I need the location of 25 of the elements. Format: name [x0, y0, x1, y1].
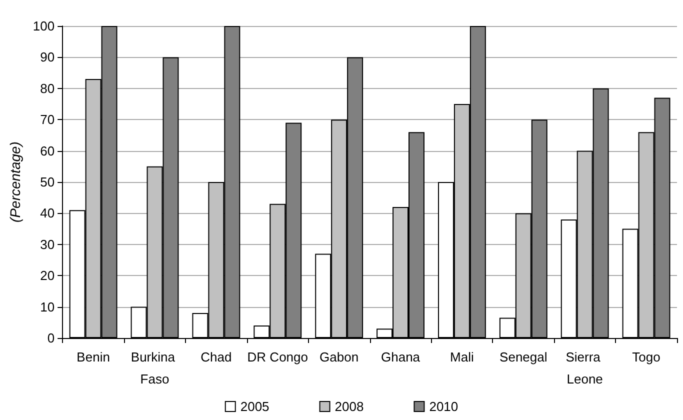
y-tick-label: 80 — [40, 80, 55, 96]
x-tick-label: Gabon — [320, 350, 359, 364]
y-tick-label: 70 — [40, 112, 55, 128]
x-tick-label: Chad — [200, 350, 232, 364]
y-tick-label: 100 — [32, 18, 55, 34]
x-tick-label: Benin — [76, 350, 110, 364]
y-axis-title: (Percentage) — [7, 142, 23, 222]
y-tick-label: 10 — [40, 299, 55, 314]
x-tick-label: Ghana — [380, 350, 421, 364]
y-tick-label: 20 — [40, 268, 55, 284]
y-tick-label: 40 — [40, 206, 55, 221]
y-tick-label: 30 — [40, 236, 55, 252]
legend-label: 2005 — [240, 399, 270, 414]
x-tick-label: Mali — [450, 350, 474, 364]
legend-label: 2008 — [334, 399, 364, 414]
x-tick-label: DR Congo — [247, 350, 308, 364]
y-tick-label: 90 — [40, 50, 55, 65]
y-tick-label: 0 — [47, 330, 55, 346]
legend-label: 2010 — [429, 399, 458, 414]
y-tick-label: 60 — [40, 143, 55, 158]
x-tick-label: Senegal — [500, 350, 548, 364]
x-tick-label: Togo — [632, 350, 660, 364]
x-tick-label: Sierra Leone — [566, 350, 604, 386]
y-tick-label: 50 — [40, 174, 55, 190]
x-tick-label: Burkina Faso — [130, 350, 179, 386]
